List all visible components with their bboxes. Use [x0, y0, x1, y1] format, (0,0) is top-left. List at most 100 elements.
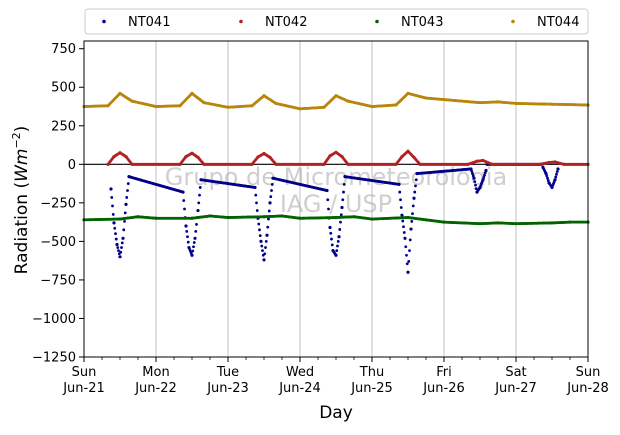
data-point: [123, 211, 127, 215]
data-point: [193, 236, 197, 240]
data-point: [268, 201, 272, 205]
legend-label-nt044: NT044: [537, 15, 579, 30]
data-point: [111, 204, 114, 208]
x-tick-label-day: Wed: [286, 365, 314, 380]
data-point: [340, 205, 344, 210]
data-point: [255, 201, 258, 205]
legend-marker-nt041: [102, 19, 106, 24]
data-point: [337, 235, 341, 239]
data-point: [267, 209, 271, 213]
data-point: [404, 245, 408, 249]
data-point: [414, 178, 418, 182]
data-point: [126, 182, 130, 185]
legend-marker-nt043: [375, 19, 379, 24]
data-point: [403, 236, 407, 240]
data-point: [194, 229, 198, 233]
data-point: [555, 170, 559, 174]
x-tick-label-date: Jun-24: [278, 381, 321, 396]
y-tick-label: −750: [40, 273, 76, 288]
data-point: [192, 241, 196, 244]
data-point: [115, 242, 119, 247]
data-point: [327, 207, 330, 211]
x-tick-label-date: Jun-28: [566, 381, 609, 396]
data-point: [257, 222, 261, 226]
data-point: [342, 182, 346, 186]
data-point: [399, 198, 402, 202]
data-point: [264, 239, 268, 243]
y-tick-label: −1250: [32, 351, 76, 366]
x-tick-label-day: Thu: [359, 365, 384, 380]
data-point: [329, 231, 333, 235]
data-point: [408, 249, 411, 253]
data-point: [182, 199, 186, 202]
data-point: [270, 182, 274, 186]
data-point: [186, 240, 190, 244]
data-point: [116, 246, 120, 249]
data-point: [474, 183, 477, 187]
data-point: [326, 198, 330, 202]
legend-marker-nt042: [239, 19, 243, 24]
x-tick-label-date: Jun-21: [62, 381, 105, 396]
data-point: [120, 246, 123, 249]
data-point: [405, 262, 409, 266]
data-point: [264, 246, 267, 249]
data-point: [339, 220, 342, 224]
y-axis-label: Radiation (Wm−2): [10, 126, 32, 275]
data-point: [126, 189, 129, 192]
data-point: [114, 232, 117, 236]
y-axis-ticks: 750 500 250 0 −250 −500 −750 −1000 −1250: [32, 42, 84, 366]
series-nt041: [109, 162, 560, 274]
data-point: [483, 173, 486, 177]
data-point: [260, 244, 264, 248]
x-tick-label-day: Mon: [142, 365, 169, 380]
x-tick-label-day: Tue: [216, 365, 239, 380]
watermark-line-1: Grupo de Micrometeorologia: [165, 163, 507, 191]
x-tick-label-day: Sun: [576, 365, 601, 380]
data-point: [407, 260, 411, 263]
x-tick-label-date: Jun-26: [422, 381, 465, 396]
data-point: [114, 237, 118, 241]
data-point: [269, 195, 273, 199]
legend-marker-nt044: [511, 19, 515, 24]
grid-lines: [155, 41, 517, 357]
y-tick-label: −250: [40, 196, 76, 211]
data-point: [197, 201, 201, 205]
data-point: [408, 238, 412, 242]
data-point: [330, 237, 333, 241]
data-point: [483, 171, 487, 175]
data-point: [258, 228, 261, 232]
series-nt042: [106, 149, 590, 166]
data-point: [118, 255, 122, 259]
legend-label-nt043: NT043: [401, 15, 443, 30]
y-axis-label-suffix: ): [12, 126, 32, 133]
data-point: [335, 249, 339, 253]
data-point: [471, 172, 474, 175]
y-axis-label-prefix: Radiation (: [12, 182, 32, 274]
data-point: [397, 182, 401, 186]
data-point: [191, 249, 195, 253]
data-point: [258, 234, 262, 238]
data-point: [553, 178, 557, 182]
data-points: [82, 91, 590, 274]
x-tick-label-date: Jun-25: [350, 381, 393, 396]
data-point: [482, 176, 486, 179]
x-axis-ticks: SunJun-21MonJun-22TueJun-23WedJun-24ThuJ…: [62, 357, 609, 396]
data-point: [414, 184, 417, 188]
data-point: [402, 225, 405, 229]
data-point: [110, 196, 114, 199]
x-tick-label-date: Jun-22: [134, 381, 177, 396]
y-tick-label: −500: [40, 235, 76, 250]
data-point: [338, 228, 342, 231]
data-point: [405, 253, 408, 257]
data-point: [265, 233, 269, 237]
x-tick-label-date: Jun-27: [494, 381, 537, 396]
data-point: [261, 249, 264, 253]
data-point: [398, 190, 402, 194]
data-point: [474, 187, 478, 190]
data-point: [186, 235, 189, 239]
data-point: [192, 245, 195, 249]
data-point: [259, 239, 263, 243]
data-point: [402, 231, 406, 234]
data-point: [183, 207, 186, 211]
